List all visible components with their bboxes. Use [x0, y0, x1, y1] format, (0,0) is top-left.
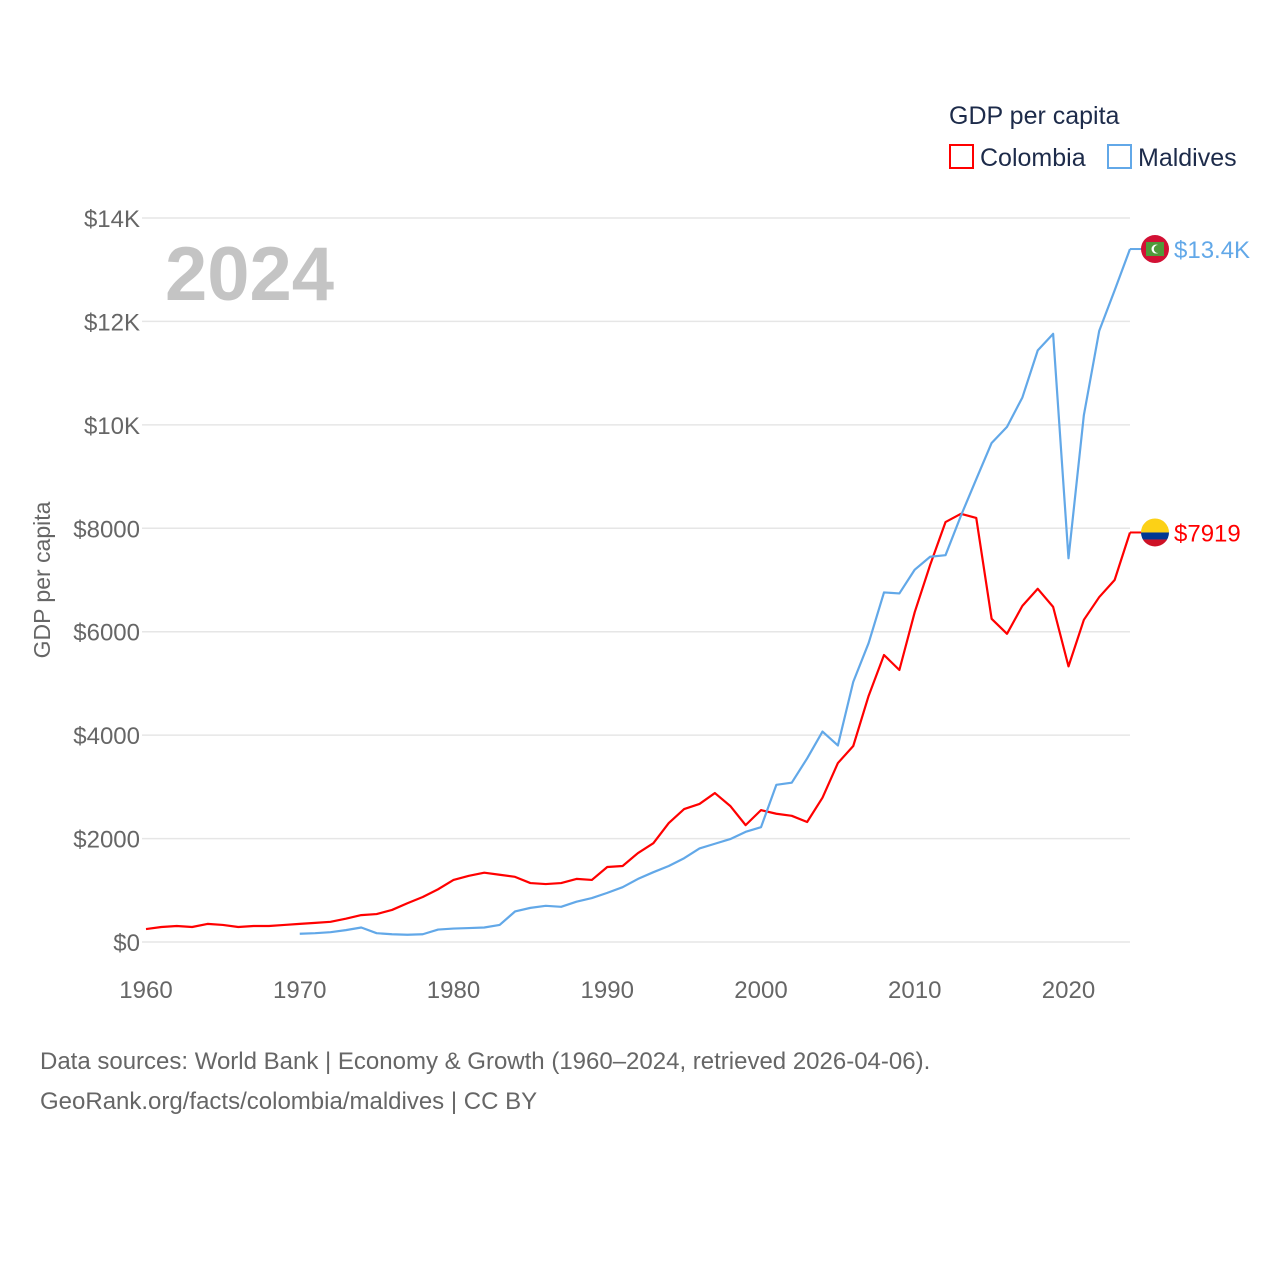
x-tick-label: 1990	[581, 977, 634, 1004]
legend-title: GDP per capita	[949, 102, 1120, 130]
x-tick-label: 2020	[1042, 977, 1095, 1004]
y-tick-label: $6000	[73, 620, 140, 647]
y-tick-label: $12K	[84, 309, 140, 336]
y-tick-label: $14K	[84, 206, 140, 233]
year-label: 2024	[165, 232, 334, 317]
footer-source: Data sources: World Bank | Economy & Gro…	[40, 1042, 930, 1122]
y-axis: $0 $2000 $4000 $6000 $8000 $10K $12K $14K	[73, 206, 140, 957]
y-tick-label: $8000	[73, 516, 140, 543]
legend-label-colombia[interactable]: Colombia	[980, 144, 1086, 172]
x-tick-label: 1970	[273, 977, 326, 1004]
flag-blue	[1141, 532, 1169, 540]
x-tick-label: 2010	[888, 977, 941, 1004]
legend-label-maldives[interactable]: Maldives	[1138, 144, 1237, 172]
maldives-flag-icon	[1141, 235, 1169, 264]
y-tick-label: $0	[113, 930, 140, 957]
x-axis: 1960 1970 1980 1990 2000 2010 2020	[119, 977, 1095, 1004]
end-value-maldives: $13.4K	[1174, 237, 1250, 264]
x-tick-label: 2000	[734, 977, 787, 1004]
series-lines	[145, 248, 1132, 936]
y-tick-label: $2000	[73, 827, 140, 854]
flag-yellow	[1141, 518, 1169, 533]
flag-crescent-cut	[1153, 245, 1162, 254]
y-tick-label: $10K	[84, 413, 140, 440]
legend-swatch-maldives	[1107, 144, 1132, 169]
end-value-colombia: $7919	[1174, 520, 1241, 547]
x-tick-label: 1960	[119, 977, 172, 1004]
end-labels: $7919 $13.4K	[1130, 235, 1250, 547]
flag-red	[1141, 539, 1169, 547]
source-line: Data sources: World Bank | Economy & Gro…	[40, 1048, 931, 1075]
colombia-flag-icon	[1141, 518, 1169, 547]
x-tick-label: 1980	[427, 977, 480, 1004]
legend: GDP per capita Colombia Maldives	[949, 102, 1237, 172]
line-maldives	[299, 248, 1132, 936]
attribution-line: GeoRank.org/facts/colombia/maldives | CC…	[40, 1088, 538, 1115]
grid-lines	[142, 217, 1130, 943]
line-colombia	[145, 512, 1132, 931]
y-tick-label: $4000	[73, 723, 140, 750]
legend-swatch-colombia	[949, 144, 974, 169]
y-axis-label: GDP per capita	[29, 501, 55, 658]
